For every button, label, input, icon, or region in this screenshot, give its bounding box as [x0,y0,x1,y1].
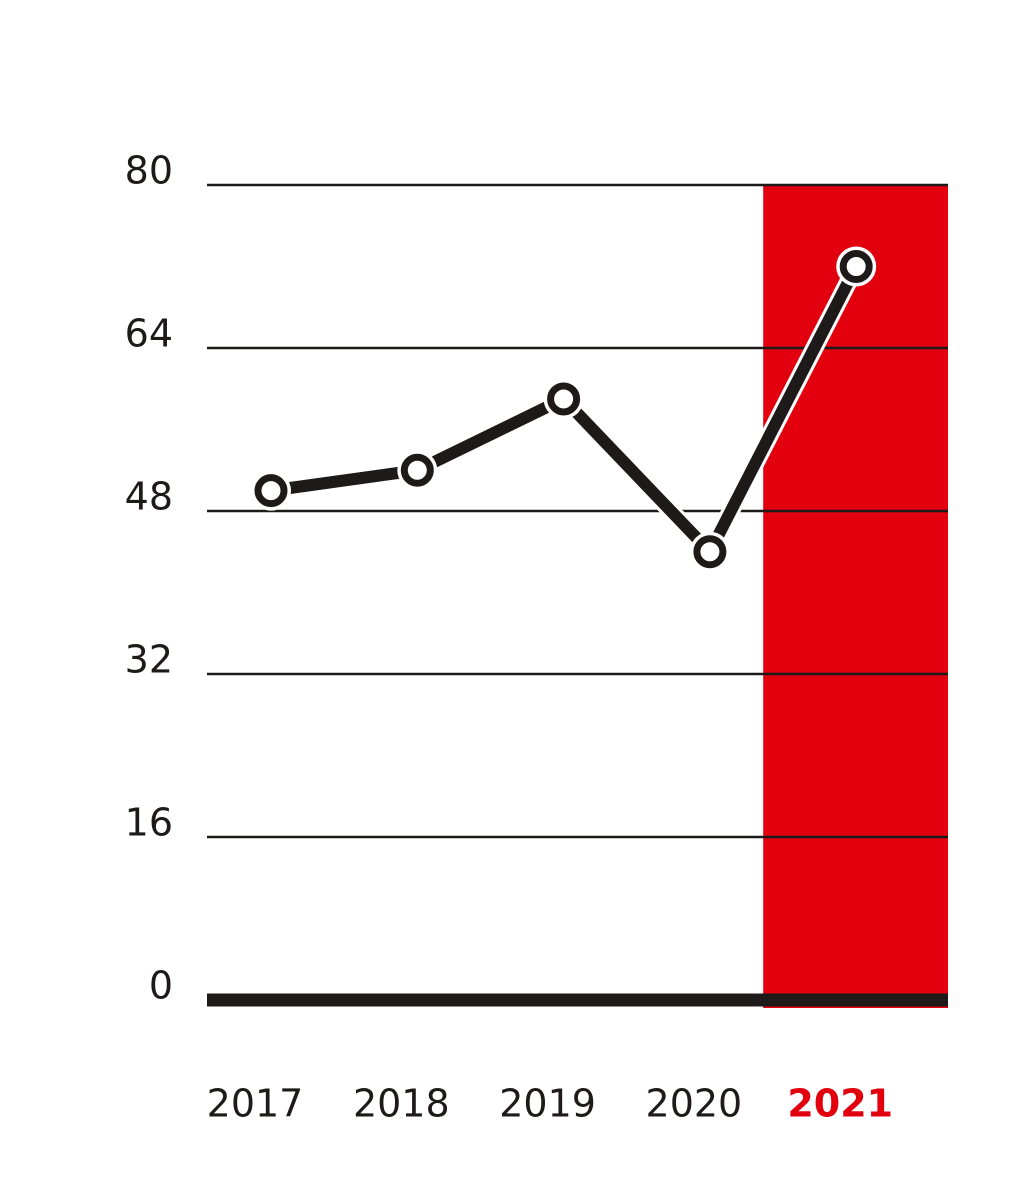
data-point [254,474,288,508]
y-tick-label: 32 [125,638,173,682]
data-point [839,250,873,283]
y-tick-label: 16 [125,801,173,845]
highlight-band [763,185,948,1008]
x-tick-label: 2018 [353,1082,450,1126]
y-tick-label: 48 [125,475,173,519]
x-tick-label: 2020 [646,1082,743,1126]
y-tick-label: 80 [125,149,173,193]
data-point [400,453,434,487]
y-tick-label: 0 [149,964,173,1008]
data-point [693,535,727,569]
data-point [547,382,581,416]
x-tick-label: 2021 [787,1082,893,1126]
x-tick-label: 2017 [207,1082,304,1126]
y-tick-label: 64 [125,312,173,356]
x-tick-label: 2019 [499,1082,596,1126]
